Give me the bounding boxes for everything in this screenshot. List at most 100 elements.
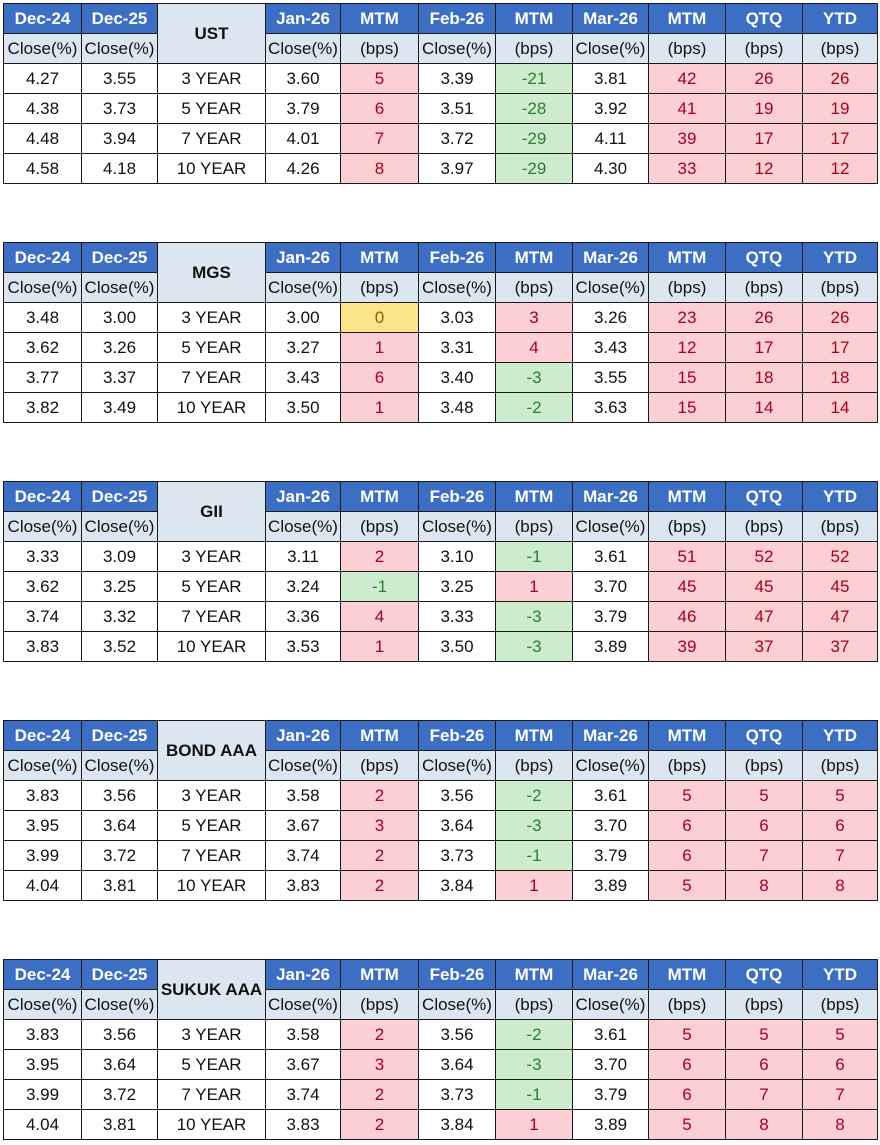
cell-jan-mtm: -1 [340,571,419,602]
header-mtm: MTM [648,3,726,34]
unit-close: Close(%) [81,511,158,542]
unit-close: Close(%) [572,511,649,542]
cell-jan26-close: 3.50 [265,392,341,423]
cell-tenor: 5 YEAR [157,810,266,841]
unit-bps: (bps) [802,33,878,64]
header-mtm: MTM [495,720,573,751]
cell-jan26-close: 3.24 [265,571,341,602]
header-row-top: Dec-24 Dec-25 BOND AAA Jan-26 MTM Feb-26… [3,720,878,781]
cell-dec24-close: 3.83 [3,631,82,662]
cell-feb-mtm: 3 [495,302,573,333]
unit-bps: (bps) [725,33,803,64]
table-row: 4.38 3.73 5 YEAR 3.79 6 3.51 -28 3.92 41… [3,93,878,124]
unit-bps: (bps) [802,511,878,542]
unit-close: Close(%) [3,989,82,1020]
unit-close: Close(%) [3,33,82,64]
cell-feb26-close: 3.40 [418,362,496,393]
cell-qtq: 37 [725,631,803,662]
unit-bps: (bps) [648,989,726,1020]
cell-feb-mtm: 4 [495,332,573,363]
table-spacer [3,901,877,959]
cell-jan-mtm: 7 [340,123,419,154]
cell-jan26-close: 3.27 [265,332,341,363]
cell-ytd: 19 [802,93,878,124]
cell-dec25-close: 3.64 [81,1049,158,1080]
unit-bps: (bps) [648,272,726,303]
header-mtm: MTM [495,481,573,512]
header-row-units: Close(%) Close(%) Close(%) (bps) Close(%… [3,511,878,542]
cell-dec25-close: 3.81 [81,870,158,901]
header-feb26: Feb-26 [418,959,496,990]
unit-bps: (bps) [340,750,419,781]
cell-qtq: 7 [725,1079,803,1110]
header-qtq: QTQ [725,481,803,512]
cell-jan26-close: 3.74 [265,840,341,871]
cell-tenor: 7 YEAR [157,123,266,154]
cell-qtq: 18 [725,362,803,393]
cell-feb26-close: 3.39 [418,63,496,94]
cell-dec24-close: 4.04 [3,1109,82,1140]
cell-jan26-close: 4.26 [265,153,341,184]
cell-jan26-close: 3.67 [265,810,341,841]
cell-tenor: 5 YEAR [157,571,266,602]
cell-jan-mtm: 1 [340,332,419,363]
cell-feb26-close: 3.84 [418,870,496,901]
cell-mar-mtm: 51 [648,541,726,572]
cell-feb-mtm: 1 [495,571,573,602]
cell-mar-mtm: 6 [648,1079,726,1110]
table-row: 3.83 3.52 10 YEAR 3.53 1 3.50 -3 3.89 39… [3,631,878,662]
unit-close: Close(%) [572,33,649,64]
cell-tenor: 7 YEAR [157,601,266,632]
cell-ytd: 18 [802,362,878,393]
unit-close: Close(%) [81,750,158,781]
header-mtm: MTM [340,3,419,34]
header-mtm: MTM [495,959,573,990]
unit-close: Close(%) [572,750,649,781]
cell-feb-mtm: -3 [495,601,573,632]
cell-ytd: 7 [802,840,878,871]
cell-dec24-close: 3.82 [3,392,82,423]
cell-ytd: 26 [802,63,878,94]
cell-feb-mtm: -1 [495,840,573,871]
header-ytd: YTD [802,3,878,34]
cell-dec24-close: 3.99 [3,1079,82,1110]
cell-dec25-close: 3.37 [81,362,158,393]
unit-close: Close(%) [3,511,82,542]
cell-feb26-close: 3.31 [418,332,496,363]
header-mtm: MTM [495,3,573,34]
cell-jan26-close: 3.74 [265,1079,341,1110]
cell-mar26-close: 3.79 [572,601,649,632]
table-row: 4.04 3.81 10 YEAR 3.83 2 3.84 1 3.89 5 8… [3,870,878,901]
cell-feb-mtm: -3 [495,810,573,841]
table-row: 3.77 3.37 7 YEAR 3.43 6 3.40 -3 3.55 15 … [3,362,878,393]
cell-feb-mtm: -1 [495,541,573,572]
yield-table-mgs: Dec-24 Dec-25 MGS Jan-26 MTM Feb-26 MTM … [3,242,878,423]
cell-tenor: 10 YEAR [157,392,266,423]
header-row-top: Dec-24 Dec-25 UST Jan-26 MTM Feb-26 MTM … [3,3,878,64]
cell-dec24-close: 3.77 [3,362,82,393]
header-mar26: Mar-26 [572,720,649,751]
cell-dec25-close: 3.00 [81,302,158,333]
cell-qtq: 17 [725,332,803,363]
cell-mar-mtm: 15 [648,392,726,423]
cell-mar26-close: 3.61 [572,541,649,572]
cell-jan-mtm: 1 [340,631,419,662]
header-dec25: Dec-25 [81,481,158,512]
cell-dec25-close: 3.72 [81,840,158,871]
table-row: 4.27 3.55 3 YEAR 3.60 5 3.39 -21 3.81 42… [3,63,878,94]
unit-close: Close(%) [81,272,158,303]
cell-tenor: 10 YEAR [157,870,266,901]
table-title: GII [157,481,266,542]
cell-jan-mtm: 2 [340,1019,419,1050]
cell-feb26-close: 3.84 [418,1109,496,1140]
cell-mar-mtm: 23 [648,302,726,333]
table-row: 3.99 3.72 7 YEAR 3.74 2 3.73 -1 3.79 6 7… [3,840,878,871]
header-mtm: MTM [648,959,726,990]
header-dec24: Dec-24 [3,481,82,512]
cell-ytd: 6 [802,1049,878,1080]
table-row: 3.82 3.49 10 YEAR 3.50 1 3.48 -2 3.63 15… [3,392,878,423]
cell-feb26-close: 3.73 [418,840,496,871]
table-spacer [3,184,877,242]
unit-bps: (bps) [802,750,878,781]
cell-tenor: 10 YEAR [157,1109,266,1140]
